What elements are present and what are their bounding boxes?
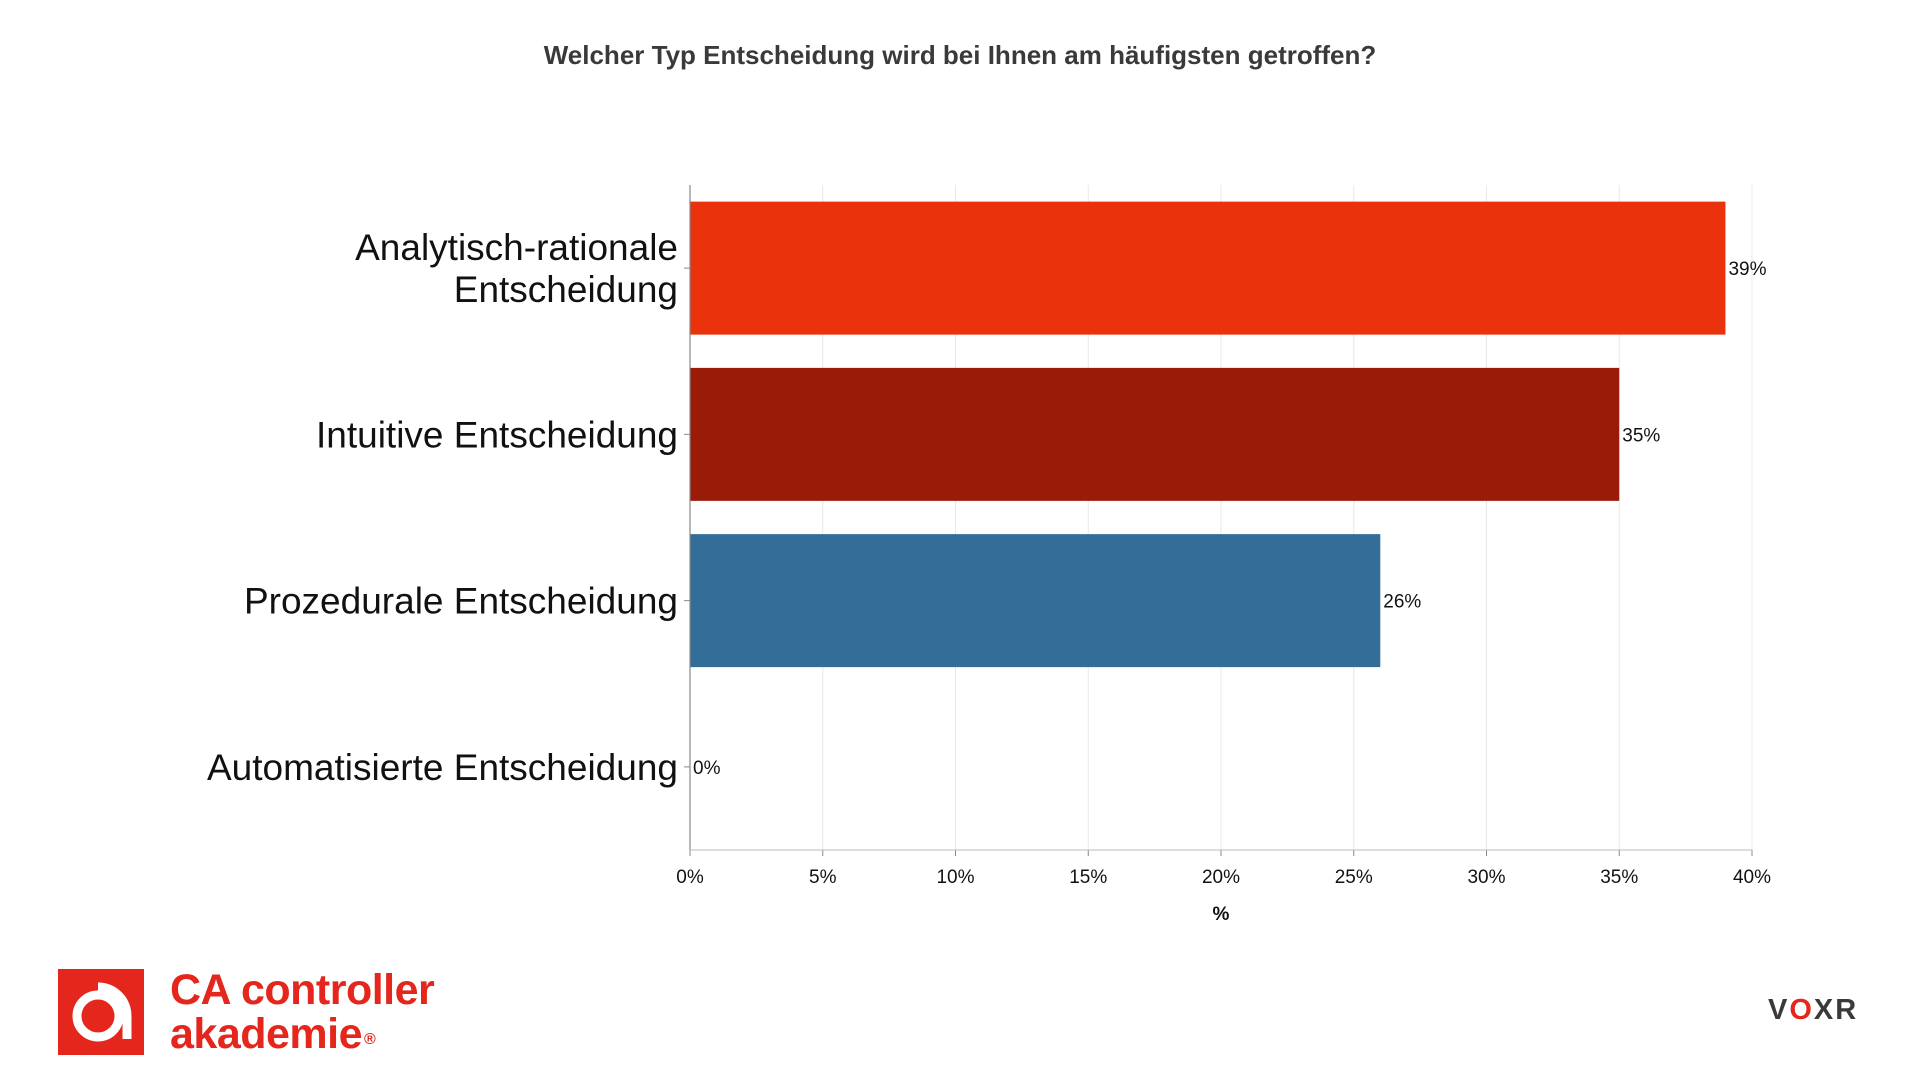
x-tick-label: 15% xyxy=(1069,867,1107,888)
voxr-o: O xyxy=(1789,994,1814,1026)
registered-mark: ® xyxy=(364,1031,376,1048)
voxr-v: V xyxy=(1768,994,1790,1026)
category-label: Analytisch-rationale Entscheidung xyxy=(355,227,678,310)
x-tick-label: 40% xyxy=(1733,867,1771,888)
logo-wordmark: CA controller akademie ® xyxy=(170,966,435,1056)
ca-controller-akademie-logo: CA controller akademie ® xyxy=(58,966,435,1056)
x-tick-label: 20% xyxy=(1202,867,1240,888)
x-tick-label: 10% xyxy=(936,867,974,888)
x-tick-label: 30% xyxy=(1467,867,1505,888)
data-label: 39% xyxy=(1728,259,1766,280)
chart-title: Welcher Typ Entscheidung wird bei Ihnen … xyxy=(543,40,1377,70)
category-label-line: Entscheidung xyxy=(454,269,678,310)
logo-line-2-text: akademie xyxy=(170,1010,363,1058)
ca-logo-icon xyxy=(58,969,144,1055)
logo-line-2: akademie ® xyxy=(170,1012,434,1056)
bar xyxy=(690,534,1381,668)
data-label: 0% xyxy=(693,758,721,779)
voxr-xr: XR xyxy=(1813,994,1859,1026)
category-label-line: Intuitive Entscheidung xyxy=(316,414,678,455)
category-label-line: Automatisierte Entscheidung xyxy=(207,747,678,788)
category-label: Prozedurale Entscheidung xyxy=(244,581,678,622)
category-label: Automatisierte Entscheidung xyxy=(207,747,678,788)
data-label: 26% xyxy=(1383,592,1421,613)
category-label-line: Analytisch-rationale xyxy=(355,227,678,268)
category-label: Intuitive Entscheidung xyxy=(316,414,678,455)
x-tick-label: 0% xyxy=(676,867,704,888)
bar xyxy=(690,201,1726,335)
data-label: 35% xyxy=(1622,425,1660,446)
logo-line-1: CA controller xyxy=(170,966,435,1014)
voxr-logo: VOXR xyxy=(1768,994,1858,1027)
category-label-line: Prozedurale Entscheidung xyxy=(244,581,678,622)
x-tick-label: 25% xyxy=(1335,867,1373,888)
bar xyxy=(690,367,1620,501)
x-tick-label: 5% xyxy=(809,867,837,888)
x-axis-title: % xyxy=(1213,904,1230,925)
x-tick-label: 35% xyxy=(1600,867,1638,888)
